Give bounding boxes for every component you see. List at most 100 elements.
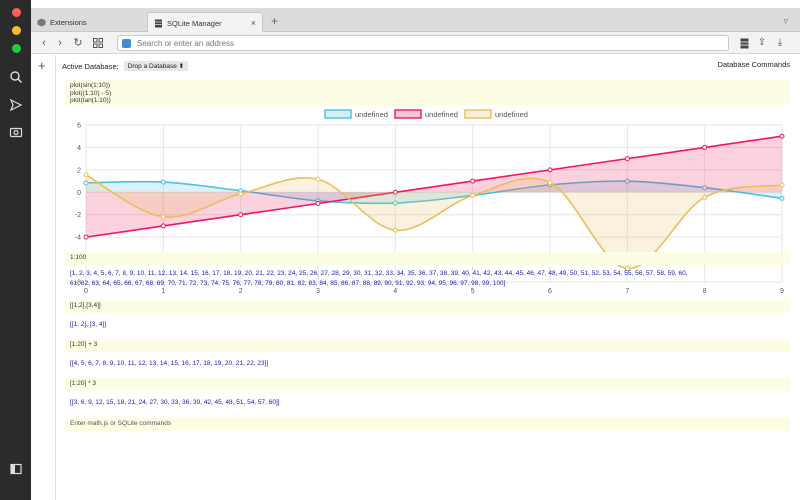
input-text: [1:20] * 3 [70, 380, 97, 387]
output-line: 61, 62, 63, 64, 65, 66, 67, 68, 69, 70, … [70, 280, 506, 287]
legend-swatch [324, 109, 352, 119]
tab-label: Extensions [50, 18, 87, 27]
data-point [160, 179, 166, 185]
legend-label: undefined [425, 110, 458, 119]
legend-swatch [464, 109, 492, 119]
data-point [624, 156, 630, 162]
command-cell-input[interactable]: plot(sin(1:10)) plot((1:10) - 5) plot(ta… [65, 80, 790, 105]
speed-dial-icon[interactable] [91, 36, 105, 50]
command-cell-output: [1, 2, 3, 4, 5, 6, 7, 8, 9, 10, 11, 12, … [65, 269, 790, 289]
data-point [547, 167, 553, 173]
input-line: plot(tan(1:10)) [70, 97, 111, 104]
tab-bar: Extensions SQLite Manager × + ▿ [31, 8, 800, 33]
series-line [85, 180, 783, 205]
command-cell-output: [[4, 5, 6, 7, 8, 9, 10, 11, 12, 13, 14, … [65, 359, 790, 369]
data-point [470, 193, 476, 199]
camera-icon[interactable] [9, 125, 23, 139]
scroll-gutter[interactable] [790, 55, 800, 500]
reload-button[interactable]: ↻ [73, 37, 83, 49]
panel-toggle-icon[interactable] [9, 462, 23, 476]
data-point [702, 144, 708, 150]
x-tick-label: 9 [780, 288, 784, 295]
y-tick-label: -8 [75, 280, 81, 287]
page-sidebar: + [31, 55, 56, 500]
x-tick-label: 7 [625, 288, 629, 295]
command-cell-output: [[1, 2], [3, 4]] [65, 320, 790, 330]
data-point [238, 212, 244, 218]
legend-label: undefined [495, 110, 528, 119]
search-icon[interactable] [9, 70, 23, 84]
input-text: 1:100 [70, 254, 87, 261]
command-cell-input[interactable]: [1:20] + 3 [65, 339, 790, 352]
site-icon [122, 38, 131, 48]
x-tick-label: 4 [393, 288, 397, 295]
data-point [238, 191, 244, 197]
output-line: [1, 2, 3, 4, 5, 6, 7, 8, 9, 10, 11, 12, … [70, 270, 688, 277]
input-line: plot(sin(1:10)) [70, 82, 111, 89]
command-placeholder: Enter math.js or SQLite commands [70, 420, 172, 427]
command-cell-input[interactable]: [1:20] * 3 [65, 378, 790, 391]
close-tab-icon[interactable]: × [250, 18, 256, 28]
data-point [779, 182, 785, 188]
output-line: [[1, 2], [3, 4]] [70, 321, 107, 328]
close-window-button[interactable] [12, 8, 21, 17]
input-text: [1:20] + 3 [70, 341, 98, 348]
address-input[interactable] [137, 38, 697, 48]
y-tick-label: 4 [77, 145, 81, 152]
data-point [83, 172, 89, 178]
command-cell-input[interactable]: [[1,2],[3,4]] [65, 300, 790, 313]
database-commands-link[interactable]: Database Commands [717, 60, 790, 69]
data-point [470, 178, 476, 184]
x-tick-label: 1 [161, 288, 165, 295]
data-point [160, 214, 166, 220]
data-point [392, 200, 398, 206]
data-point [392, 227, 398, 233]
data-point [624, 178, 630, 184]
maximize-window-button[interactable] [12, 44, 21, 53]
download-icon[interactable]: ⤓ [777, 37, 783, 48]
x-tick-label: 0 [84, 288, 88, 295]
database-select[interactable]: Drop a Database ⬍ [123, 61, 189, 71]
y-tick-label: -4 [75, 235, 81, 242]
input-text: [[1,2],[3,4]] [70, 302, 101, 309]
x-tick-label: 5 [471, 288, 475, 295]
cube-icon [37, 18, 46, 27]
x-tick-label: 8 [703, 288, 707, 295]
data-point [702, 185, 708, 191]
data-point [315, 201, 321, 206]
active-database-label: Active Database: [62, 61, 119, 71]
tab-extensions[interactable]: Extensions [31, 12, 146, 33]
add-panel-button[interactable]: + [38, 58, 46, 73]
data-point [779, 195, 785, 201]
sqlite-manager-page: Active Database: Drop a Database ⬍ Datab… [57, 55, 790, 500]
new-tab-button[interactable]: + [271, 14, 279, 28]
y-tick-label: 6 [77, 123, 81, 130]
minimize-window-button[interactable] [12, 26, 21, 35]
extension-icon[interactable] [737, 36, 751, 50]
toolbar-row: Active Database: Drop a Database ⬍ Datab… [62, 60, 790, 72]
tab-menu-icon[interactable]: ▿ [783, 16, 788, 26]
legend-label: undefined [355, 110, 388, 119]
address-bar[interactable] [117, 35, 729, 51]
x-tick-label: 6 [548, 288, 552, 295]
share-icon[interactable]: ⇪ [757, 37, 767, 48]
output-line: [[4, 5, 6, 7, 8, 9, 10, 11, 12, 13, 14, … [70, 360, 269, 367]
command-cell-input[interactable]: 1:100 [65, 252, 790, 265]
y-tick-label: 2 [77, 167, 81, 174]
command-cell-output: [[3, 6, 9, 12, 15, 18, 21, 24, 27, 30, 3… [65, 398, 790, 408]
tab-sqlite-manager[interactable]: SQLite Manager × [147, 12, 263, 33]
input-line: plot((1:10) - 5) [70, 89, 112, 97]
data-point [315, 176, 321, 182]
database-icon [154, 19, 163, 28]
data-point [779, 133, 785, 139]
forward-button[interactable]: › [58, 37, 62, 49]
data-point [624, 266, 630, 272]
back-button[interactable]: ‹ [42, 37, 46, 49]
command-input-empty[interactable]: Enter math.js or SQLite commands [65, 418, 790, 431]
x-tick-label: 2 [239, 288, 243, 295]
output-line: [[3, 6, 9, 12, 15, 18, 21, 24, 27, 30, 3… [70, 399, 280, 406]
series-line [85, 135, 783, 238]
send-icon[interactable] [9, 98, 23, 112]
legend-swatch [394, 109, 422, 119]
